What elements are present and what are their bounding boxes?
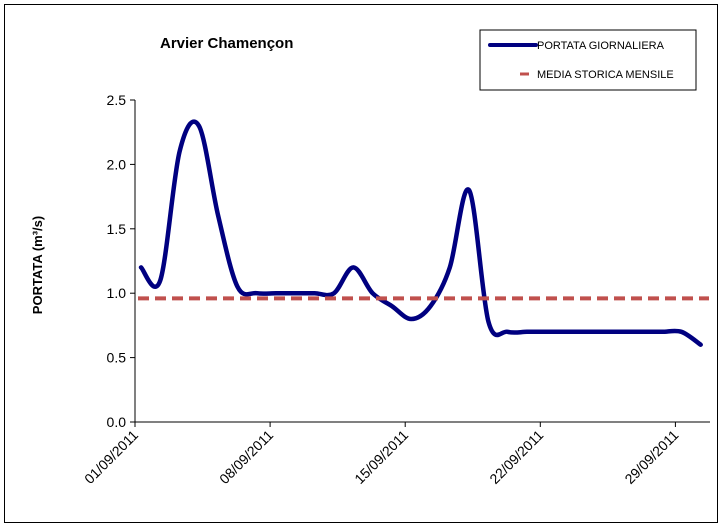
legend-label-series-0: PORTATA GIORNALIERA bbox=[537, 40, 665, 52]
chart-title: Arvier Chamençon bbox=[160, 35, 293, 52]
x-tick-label: 15/09/2011 bbox=[351, 427, 411, 487]
legend-label-series-1: MEDIA STORICA MENSILE bbox=[537, 69, 674, 81]
x-tick-label: 08/09/2011 bbox=[216, 427, 276, 487]
y-tick-label: 1.0 bbox=[107, 285, 127, 301]
x-tick-label: 01/09/2011 bbox=[81, 427, 141, 487]
x-tick-label: 22/09/2011 bbox=[486, 427, 546, 487]
y-axis-label: PORTATA (m³/s) bbox=[30, 216, 45, 314]
legend-box bbox=[479, 29, 697, 91]
y-tick-label: 1.5 bbox=[107, 221, 127, 237]
x-tick-label: 29/09/2011 bbox=[621, 427, 681, 487]
y-tick-label: 2.0 bbox=[107, 156, 127, 172]
y-tick-label: 0.5 bbox=[107, 350, 127, 366]
axes bbox=[134, 100, 710, 423]
legend: PORTATA GIORNALIERA MEDIA STORICA MENSIL… bbox=[479, 29, 697, 91]
series-line-0 bbox=[138, 119, 703, 347]
y-tick-label: 0.0 bbox=[107, 414, 127, 430]
y-ticks: 0.0 0.5 1.0 1.5 2.0 2.5 bbox=[107, 92, 135, 430]
series-layer bbox=[138, 119, 709, 347]
y-tick-label: 2.5 bbox=[107, 92, 127, 108]
x-ticks: 01/09/2011 08/09/2011 15/09/2011 22/09/2011… bbox=[81, 422, 682, 487]
